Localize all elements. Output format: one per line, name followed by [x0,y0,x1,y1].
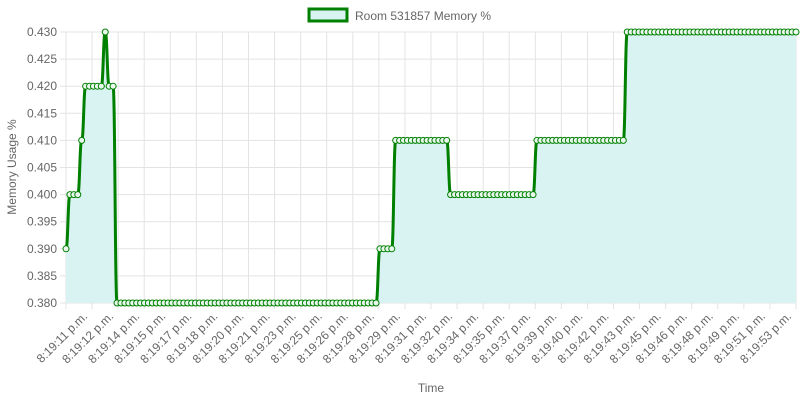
y-tick-label: 0.390 [27,242,57,256]
y-tick-label: 0.415 [27,106,57,120]
series-area [66,32,796,303]
data-points-layer [62,28,800,307]
data-point [529,191,537,199]
data-point [101,28,109,36]
y-tick-label: 0.400 [27,188,57,202]
y-axis-title: Memory Usage % [5,119,19,215]
x-axis-title: Time [418,381,445,395]
y-tick-label: 0.410 [27,133,57,147]
data-point [443,136,451,144]
y-tick-label: 0.430 [27,25,57,39]
y-tick-label: 0.385 [27,269,57,283]
data-point [97,82,105,90]
legend[interactable]: Room 531857 Memory % [307,7,491,23]
y-tick-label: 0.405 [27,161,57,175]
legend-swatch[interactable] [307,7,349,23]
y-tick-label: 0.425 [27,52,57,66]
y-tick-label: 0.380 [27,296,57,310]
data-point [78,136,86,144]
data-point [792,28,800,36]
legend-label[interactable]: Room 531857 Memory % [355,9,491,23]
data-point [109,82,117,90]
data-point [619,136,627,144]
data-point [388,245,396,253]
y-tick-label: 0.395 [27,215,57,229]
y-tick-label: 0.420 [27,79,57,93]
x-axis-ticks: 8:19:11 p.m.8:19:12 p.m.8:19:14 p.m.8:19… [34,309,794,366]
data-point [372,299,380,307]
y-axis-ticks: 0.380 0.385 0.390 0.395 0.400 0.405 0.410 0.415… [27,25,57,310]
data-point [62,245,70,253]
data-point [74,191,82,199]
area-fill-layer [66,32,796,303]
